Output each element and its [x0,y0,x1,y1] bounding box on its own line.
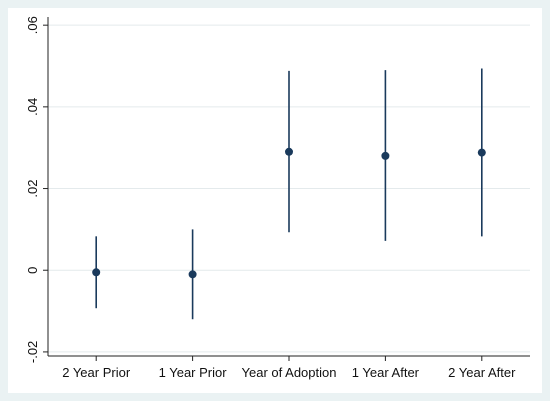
x-tick-label: 1 Year After [352,365,420,380]
x-tick-label: 2 Year After [448,365,516,380]
estimate-point-5 [477,148,486,157]
y-tick-label: .02 [25,180,40,198]
estimate-point-2 [188,270,197,279]
y-tick-label: .04 [25,98,40,116]
y-axis-ticks: -.02 0 .02 .04 .06 [25,16,48,363]
x-tick-label: 2 Year Prior [62,365,131,380]
estimate-point-4 [381,151,390,160]
estimate-point-1 [92,268,101,277]
y-tick-label: .06 [25,16,40,34]
plot-region-background [8,8,542,393]
point-estimates [92,147,486,279]
estimate-point-3 [285,147,293,156]
y-tick-label: 0 [25,267,40,274]
x-tick-label: Year of Adoption [242,365,337,380]
x-tick-label: 1 Year Prior [159,365,228,380]
x-axis-ticks: 2 Year Prior 1 Year Prior Year of Adoption… [62,356,516,380]
y-tick-label: -.02 [25,341,40,363]
